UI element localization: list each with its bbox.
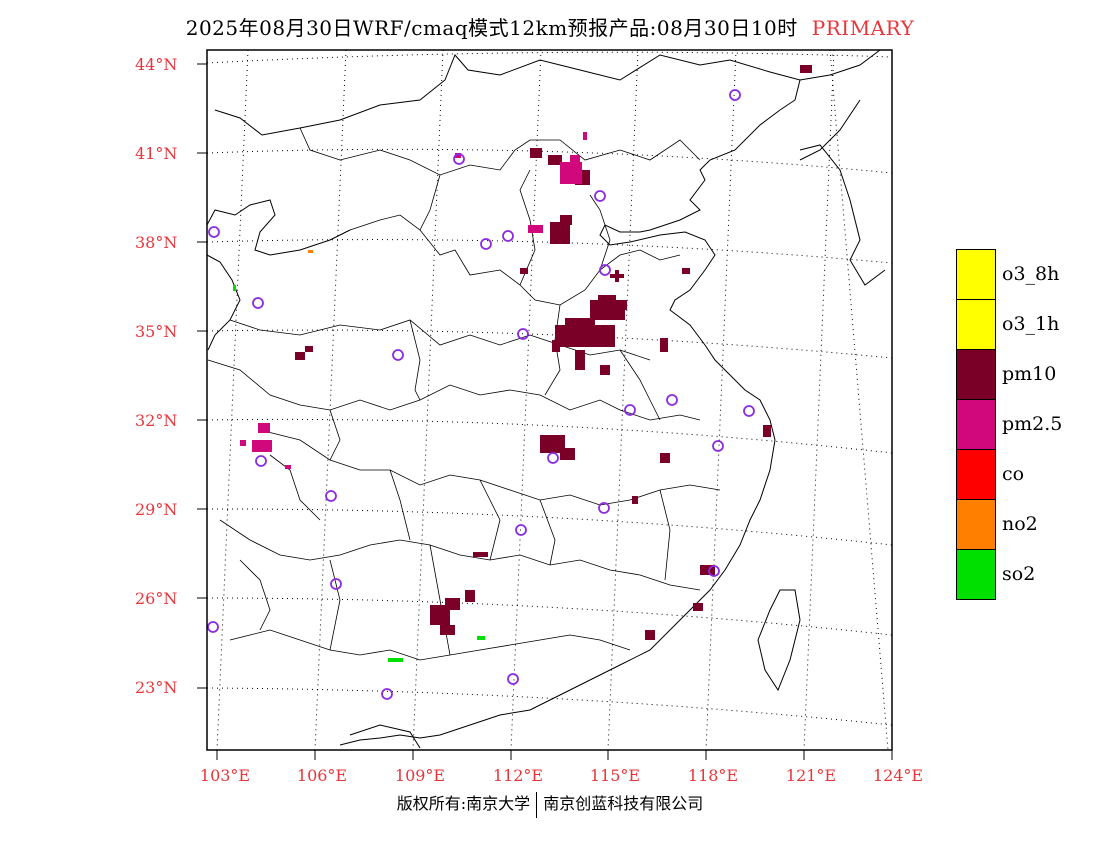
- pm25-cells: [240, 132, 587, 469]
- station-markers: [207, 89, 755, 700]
- title-text: 2025年08月30日WRF/cmaq模式12km预报产品:08月30日10时: [185, 16, 798, 40]
- lat-label-35: 35°N: [135, 322, 178, 341]
- footer-divider: [536, 791, 538, 818]
- lon-label-112: 112°E: [492, 766, 544, 785]
- lon-gridlines: [216, 49, 889, 751]
- lon-label-124: 124°E: [872, 766, 924, 785]
- legend-label: co: [1002, 463, 1025, 485]
- copyright-footer: 版权所有:南京大学 南京创蓝科技有限公司: [0, 790, 1100, 818]
- legend-label: so2: [1002, 563, 1036, 585]
- legend-swatch: [956, 549, 996, 600]
- lon-label-115: 115°E: [589, 766, 641, 785]
- lat-label-38: 38°N: [135, 233, 178, 252]
- lon-label-109: 109°E: [394, 766, 446, 785]
- legend-label: pm2.5: [1002, 413, 1063, 435]
- boundaries: [206, 49, 886, 749]
- lat-label-26: 26°N: [135, 589, 178, 608]
- legend-swatch: [956, 449, 996, 500]
- lon-label-103: 103°E: [199, 766, 251, 785]
- legend-swatch: [956, 249, 996, 300]
- lon-label-121: 121°E: [785, 766, 837, 785]
- pm10-cells: [295, 65, 812, 640]
- lon-label-118: 118°E: [687, 766, 739, 785]
- so2-cells: [233, 285, 485, 662]
- map-frame: [206, 49, 893, 751]
- legend-label: o3_8h: [1002, 263, 1060, 285]
- lat-label-41: 41°N: [135, 144, 178, 163]
- province-lines: [207, 127, 721, 661]
- tick-marks: [197, 63, 893, 760]
- legend-swatch: [956, 299, 996, 350]
- lat-label-44: 44°N: [135, 55, 178, 74]
- lat-gridlines: [206, 51, 893, 726]
- co-no2-cells: [308, 250, 313, 253]
- lon-label-106: 106°E: [296, 766, 348, 785]
- copyright-left: 版权所有:南京大学: [396, 794, 531, 813]
- title-tag: PRIMARY: [811, 16, 915, 40]
- legend-swatch: [956, 399, 996, 450]
- lat-label-32: 32°N: [135, 411, 178, 430]
- copyright-right: 南京创蓝科技有限公司: [543, 794, 704, 813]
- lat-label-29: 29°N: [135, 500, 178, 519]
- legend-label: no2: [1002, 513, 1038, 535]
- lat-label-23: 23°N: [135, 678, 178, 697]
- legend-swatch: [956, 499, 996, 550]
- legend-label: pm10: [1002, 363, 1057, 385]
- map-title: 2025年08月30日WRF/cmaq模式12km预报产品:08月30日10时 P…: [0, 12, 1100, 41]
- legend-label: o3_1h: [1002, 313, 1060, 335]
- legend-swatch: [956, 349, 996, 400]
